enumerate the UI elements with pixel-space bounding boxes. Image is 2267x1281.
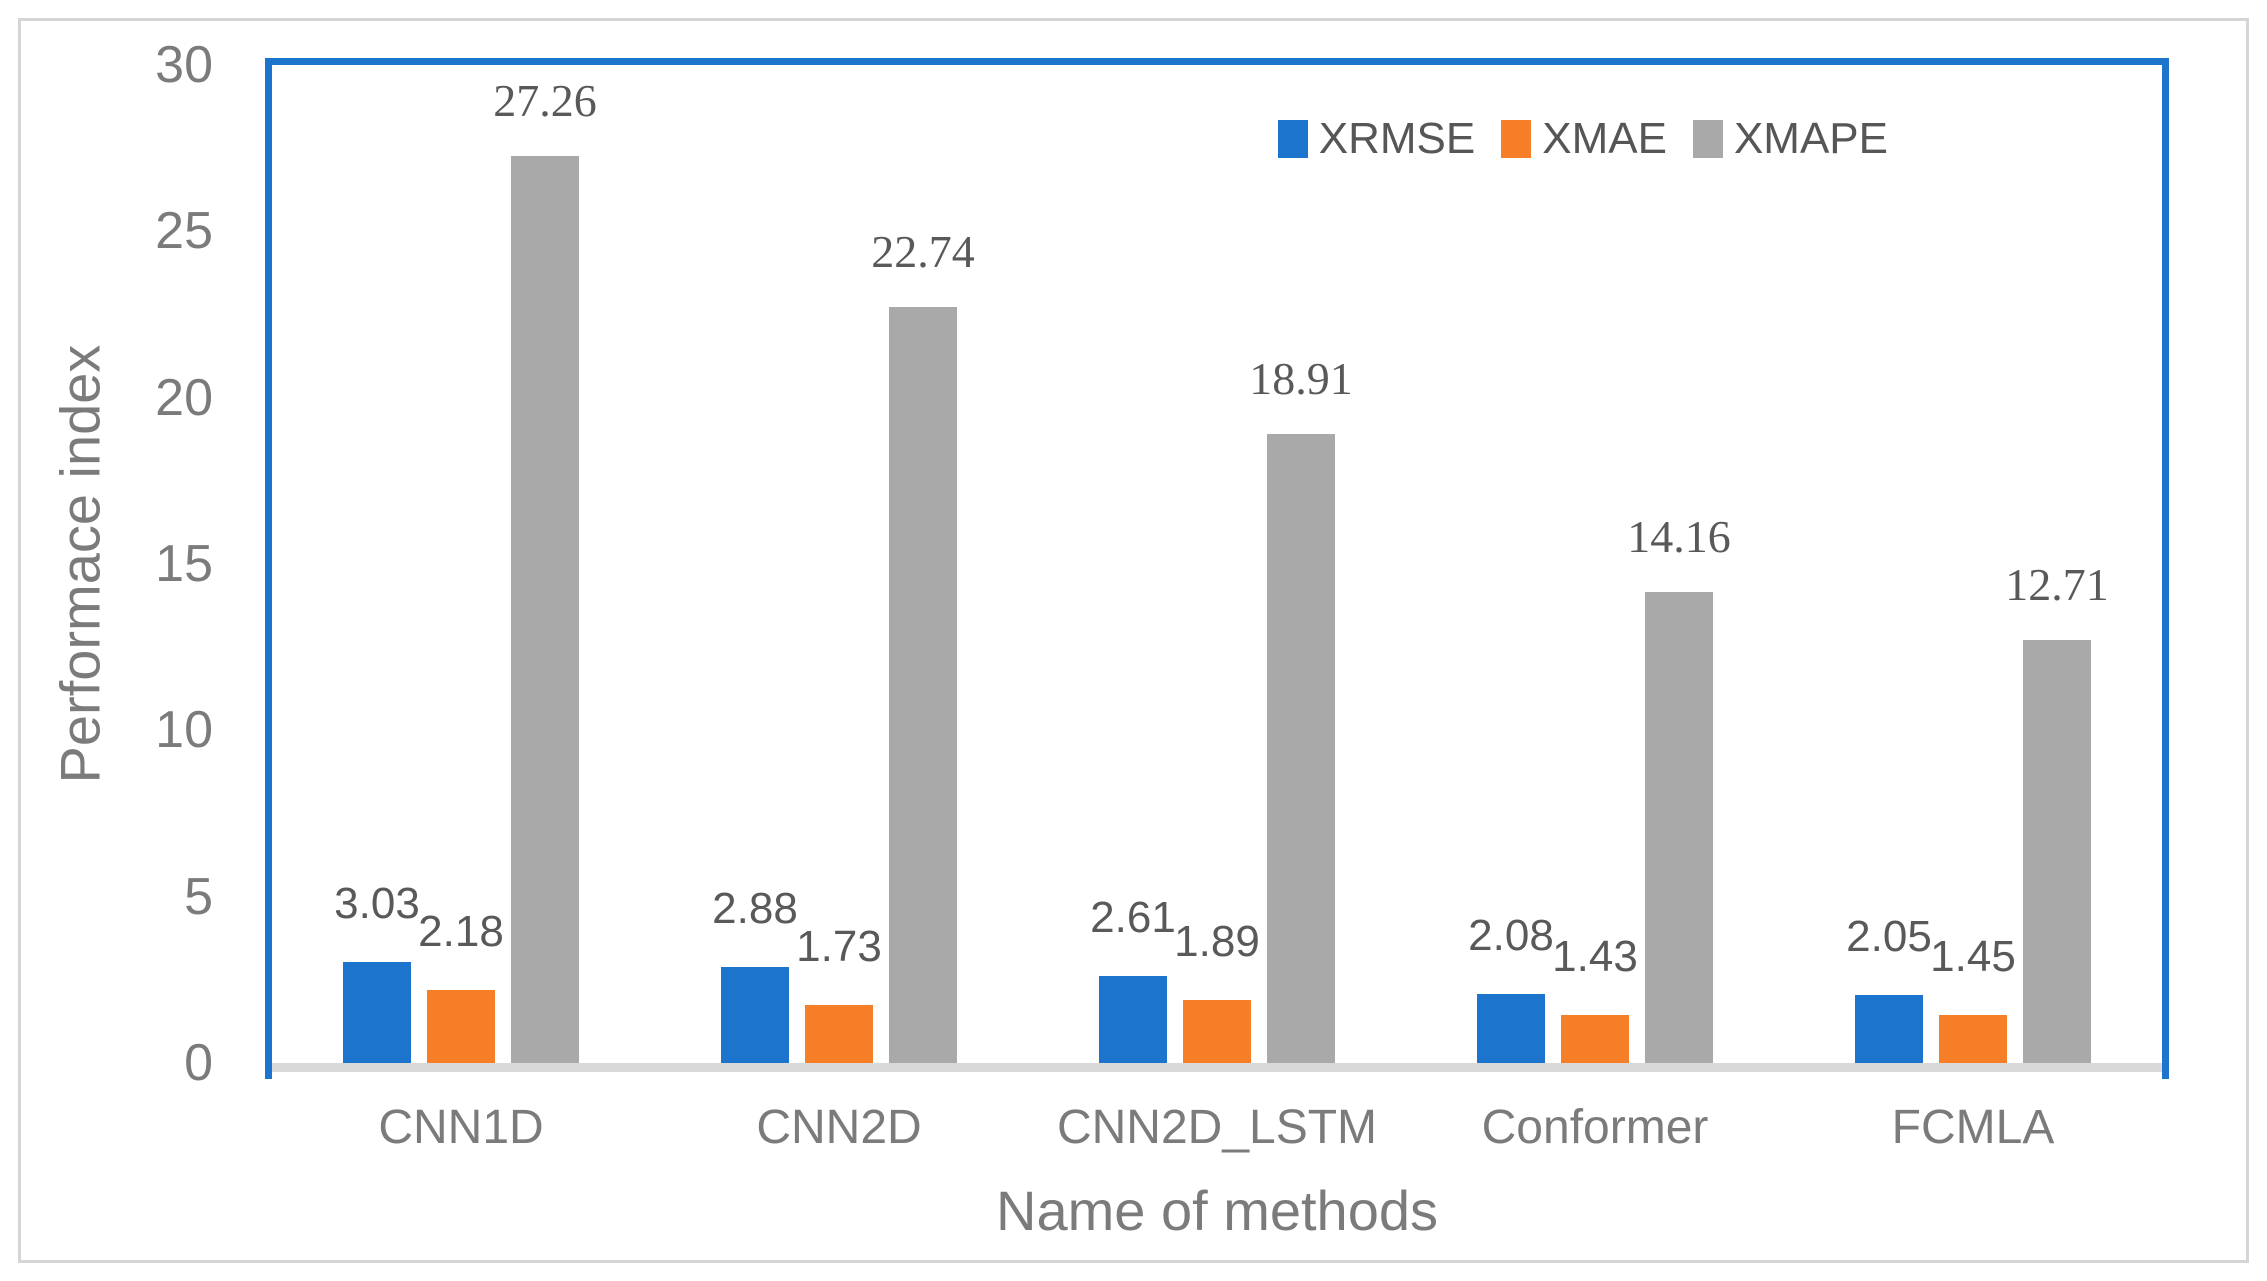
bar-label-xmae-cnn1d: 2.18	[418, 907, 504, 957]
y-axis-tick-label: 0	[184, 1034, 213, 1092]
x-category-label-conformer: Conformer	[1481, 1101, 1709, 1154]
bar-xmape-cnn1d	[511, 156, 579, 1063]
bar-label-xrmse-fcmla: 2.05	[1846, 911, 1932, 961]
bar-xrmse-fcmla	[1855, 994, 1923, 1063]
bar-xmae-fcmla	[1939, 1014, 2007, 1063]
bar-xrmse-cnn1d	[343, 962, 411, 1063]
bar-label-xmape-conformer: 14.16	[1627, 510, 1731, 562]
x-category-label-cnn2d-lstm: CNN2D_LSTM	[1056, 1101, 1378, 1154]
bar-label-xmape-cnn2d: 22.74	[871, 225, 975, 277]
bar-label-xrmse-cnn2d-lstm: 2.61	[1090, 893, 1176, 943]
legend-item-xmape: XMAPE	[1692, 114, 1888, 163]
bar-xmae-cnn1d	[427, 990, 495, 1063]
bar-xmape-fcmla	[2023, 640, 2091, 1063]
bar-xrmse-conformer	[1477, 993, 1545, 1063]
bar-label-xmape-cnn2d-lstm: 18.91	[1249, 352, 1353, 404]
bar-xmape-cnn2d	[889, 306, 957, 1063]
y-axis-tick-label: 30	[155, 36, 213, 94]
y-axis-tick-label: 5	[184, 867, 213, 926]
bar-label-xmape-cnn1d: 27.26	[493, 75, 597, 127]
y-axis-tick-label: 20	[155, 368, 213, 427]
bar-xmae-conformer	[1561, 1015, 1629, 1063]
bar-xmape-cnn2d-lstm	[1267, 433, 1335, 1063]
legend-label-xmape: XMAPE	[1733, 114, 1888, 163]
legend-label-xrmse: XRMSE	[1318, 114, 1476, 163]
bar-xmape-conformer	[1645, 591, 1713, 1063]
legend-swatch-xmae	[1501, 120, 1532, 158]
plot-area: 3.03 2.88 2.61 2.08 2.05 2.18 1.73 1.89 1.43 1.45…	[265, 58, 2169, 1079]
bar-label-xmae-conformer: 1.43	[1552, 932, 1638, 982]
bar-xrmse-cnn2d-lstm	[1099, 976, 1167, 1063]
bar-label-xrmse-cnn2d: 2.88	[712, 884, 798, 934]
x-category-label-cnn2d: CNN2D	[756, 1101, 922, 1154]
bar-label-xmae-fcmla: 1.45	[1930, 931, 2016, 981]
legend: XRMSE XMAE XMAPE	[1277, 114, 1888, 163]
bar-label-xmae-cnn2d-lstm: 1.89	[1174, 917, 1260, 967]
bar-label-xrmse-cnn1d: 3.03	[334, 879, 420, 929]
legend-swatch-xrmse	[1277, 120, 1308, 158]
x-axis-line	[265, 1063, 2169, 1072]
bar-label-xrmse-conformer: 2.08	[1468, 910, 1554, 960]
legend-item-xmae: XMAE	[1501, 117, 1667, 161]
bar-xmae-cnn2d-lstm	[1183, 1000, 1251, 1063]
y-axis-tick-label: 10	[155, 701, 213, 760]
bar-xmae-cnn2d	[805, 1005, 873, 1063]
legend-item-xrmse: XRMSE	[1277, 114, 1476, 163]
x-category-label-cnn1d: CNN1D	[378, 1101, 544, 1154]
legend-label-xmae: XMAE	[1542, 114, 1667, 163]
legend-swatch-xmape	[1692, 120, 1723, 158]
bar-label-xmae-cnn2d: 1.73	[796, 922, 882, 972]
x-axis-title: Name of methods	[996, 1179, 1438, 1242]
y-axis-tick-label: 25	[155, 202, 213, 261]
y-axis-tick-label: 15	[155, 535, 213, 593]
bar-label-xmape-fcmla: 12.71	[2005, 559, 2109, 611]
x-category-label-fcmla: FCMLA	[1891, 1101, 2055, 1154]
bar-xrmse-cnn2d	[721, 967, 789, 1063]
